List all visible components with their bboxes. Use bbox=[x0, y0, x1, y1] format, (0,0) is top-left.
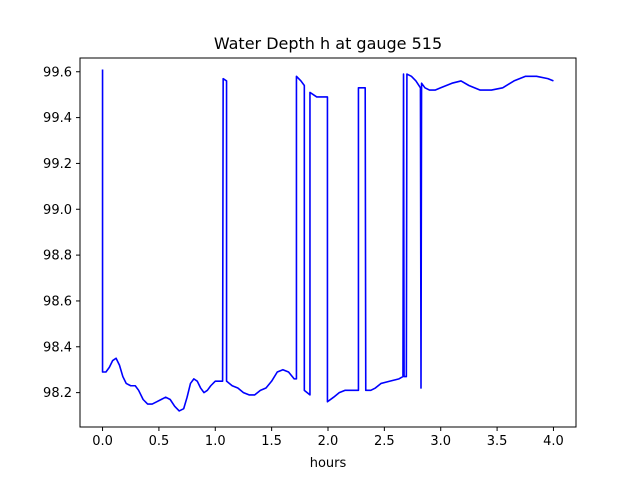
x-tick-label: 3.0 bbox=[430, 434, 451, 449]
y-tick-label: 98.4 bbox=[43, 340, 72, 355]
y-tick-label: 98.6 bbox=[43, 294, 72, 309]
chart-title: Water Depth h at gauge 515 bbox=[214, 34, 442, 53]
series-line bbox=[101, 69, 554, 412]
y-tick-label: 98.8 bbox=[43, 249, 72, 264]
x-axis-label: hours bbox=[310, 456, 347, 471]
x-axis: 0.0 0.5 1.0 1.5 2.0 2.5 3.0 3.5 4.0 bbox=[92, 427, 564, 449]
y-tick-label: 99.0 bbox=[43, 203, 72, 218]
plot-area bbox=[101, 69, 554, 412]
y-tick-label: 99.4 bbox=[43, 111, 72, 126]
x-tick-label: 2.5 bbox=[374, 434, 395, 449]
x-tick-label: 2.0 bbox=[318, 434, 339, 449]
y-tick-label: 99.6 bbox=[43, 65, 72, 80]
x-tick-label: 0.5 bbox=[149, 434, 170, 449]
x-tick-label: 0.0 bbox=[92, 434, 113, 449]
x-tick-label: 1.5 bbox=[261, 434, 282, 449]
x-tick-label: 1.0 bbox=[205, 434, 226, 449]
y-tick-label: 99.2 bbox=[43, 157, 72, 172]
x-tick-label: 4.0 bbox=[543, 434, 564, 449]
y-axis: 98.2 98.4 98.6 98.8 99.0 99.2 99.4 99.6 bbox=[43, 65, 80, 401]
x-tick-label: 3.5 bbox=[487, 434, 508, 449]
y-tick-label: 98.2 bbox=[43, 386, 72, 401]
